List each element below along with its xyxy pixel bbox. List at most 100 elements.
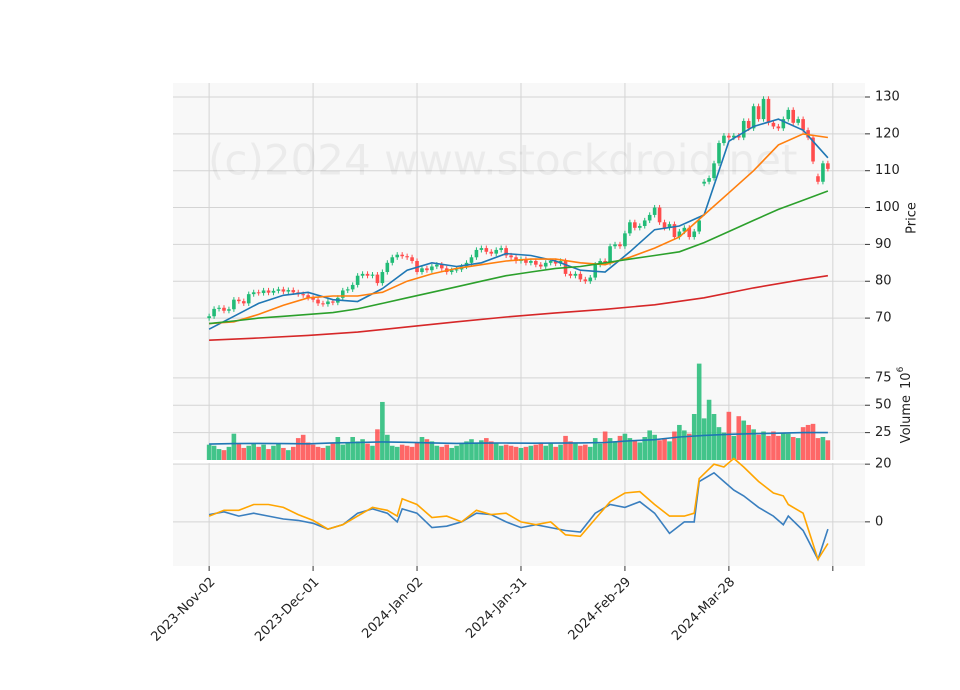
candle-body bbox=[603, 260, 607, 263]
candle-body bbox=[736, 135, 741, 138]
volume-bar bbox=[340, 444, 346, 460]
volume-bar bbox=[677, 424, 682, 460]
volume-bar bbox=[686, 433, 692, 460]
candle-body bbox=[266, 290, 271, 293]
y-tick-label: 100 bbox=[875, 200, 900, 215]
volume-bar bbox=[414, 442, 420, 460]
candle-body bbox=[583, 279, 588, 282]
candle-body bbox=[207, 316, 211, 319]
candle-body bbox=[751, 106, 756, 129]
axis-label-text: Volume bbox=[899, 395, 914, 443]
volume-bar bbox=[637, 442, 643, 460]
volume-bar bbox=[662, 438, 667, 460]
volume-bar bbox=[355, 441, 360, 460]
volume-bar bbox=[513, 446, 519, 460]
volume-bar bbox=[563, 435, 568, 460]
volume-bar bbox=[449, 447, 454, 460]
volume-bar bbox=[761, 431, 766, 460]
candle-body bbox=[568, 273, 573, 276]
volume-bar bbox=[221, 450, 227, 460]
candle-body bbox=[662, 222, 667, 228]
volume-bar bbox=[380, 401, 385, 460]
volume-bar bbox=[805, 424, 811, 460]
y-tick-label: 25 bbox=[875, 425, 892, 440]
volume-bar bbox=[271, 445, 276, 460]
volume-bar bbox=[409, 446, 415, 460]
candle-body bbox=[573, 273, 578, 276]
volume-bar bbox=[533, 444, 539, 460]
candle-body bbox=[504, 248, 508, 256]
volume-bar bbox=[667, 441, 672, 460]
candle-body bbox=[425, 268, 429, 271]
candle-body bbox=[311, 297, 315, 300]
volume-bar bbox=[508, 445, 514, 460]
candle-body bbox=[628, 222, 632, 234]
candle-body bbox=[395, 254, 400, 258]
candle-body bbox=[251, 292, 256, 295]
candle-body bbox=[345, 289, 350, 291]
candle-body bbox=[766, 98, 771, 123]
volume-bar bbox=[647, 430, 652, 460]
axis-scale-exponent: 6 bbox=[896, 366, 906, 372]
candle-body bbox=[746, 120, 751, 129]
candle-body bbox=[801, 119, 805, 131]
volume-bar bbox=[281, 447, 286, 460]
candle-body bbox=[301, 294, 305, 296]
volume-bar bbox=[226, 446, 232, 460]
candle-body bbox=[588, 277, 593, 282]
y-tick-label: 70 bbox=[875, 311, 892, 326]
candle-body bbox=[548, 260, 553, 263]
candle-body bbox=[316, 299, 320, 304]
candle-body bbox=[489, 251, 494, 254]
y-tick-label: 90 bbox=[875, 237, 892, 252]
volume-bar bbox=[439, 446, 445, 460]
candle-body bbox=[722, 135, 726, 144]
candle-body bbox=[484, 248, 489, 252]
volume-bar bbox=[731, 435, 737, 460]
candle-body bbox=[350, 284, 355, 290]
candle-body bbox=[355, 275, 360, 285]
candle-body bbox=[672, 224, 677, 238]
y-axis-label: Volume 106 bbox=[896, 366, 914, 443]
volume-bar bbox=[305, 442, 311, 460]
candle-body bbox=[365, 273, 370, 276]
volume-bar bbox=[766, 435, 771, 460]
candle-body bbox=[420, 268, 424, 273]
volume-bar bbox=[701, 418, 707, 460]
y-tick-label: 80 bbox=[875, 274, 892, 289]
candle-body bbox=[380, 272, 385, 284]
candle-body bbox=[494, 249, 499, 254]
candle-body bbox=[613, 244, 617, 247]
candle-body bbox=[222, 307, 226, 311]
volume-bar bbox=[266, 449, 271, 460]
volume-bar bbox=[399, 444, 405, 460]
volume-bar bbox=[612, 441, 618, 460]
volume-bar bbox=[474, 442, 479, 460]
volume-bar bbox=[345, 442, 351, 460]
y-axis-label: Price bbox=[905, 202, 920, 234]
volume-bar bbox=[785, 433, 791, 460]
candle-body bbox=[687, 227, 692, 238]
candle-body bbox=[454, 269, 459, 271]
candle-body bbox=[717, 143, 721, 164]
candle-body bbox=[647, 214, 652, 221]
volume-bar bbox=[587, 446, 593, 460]
volume-bar bbox=[335, 436, 341, 460]
volume-bar bbox=[726, 411, 732, 460]
volume-bar bbox=[256, 446, 261, 460]
series-line bbox=[208, 457, 829, 562]
candle-body bbox=[385, 262, 390, 273]
volume-bar bbox=[518, 447, 524, 460]
volume-bar bbox=[484, 438, 489, 460]
volume-bar bbox=[607, 438, 613, 460]
volume-bar bbox=[632, 440, 638, 460]
volume-bar bbox=[206, 444, 212, 460]
volume-bar bbox=[241, 447, 247, 460]
candle-body bbox=[608, 246, 612, 263]
volume-bar bbox=[825, 440, 831, 460]
volume-bar bbox=[320, 447, 326, 460]
volume-bar bbox=[290, 446, 296, 460]
candle-body bbox=[633, 222, 637, 228]
volume-bar bbox=[820, 436, 826, 460]
